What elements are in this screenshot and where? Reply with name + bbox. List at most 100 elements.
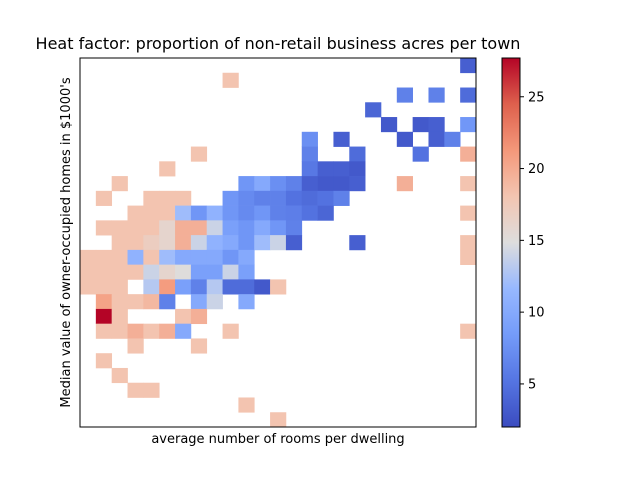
heatmap-cell xyxy=(190,308,208,325)
heatmap-cell xyxy=(428,117,445,133)
heatmap-cell xyxy=(95,220,113,236)
heatmap-cell xyxy=(127,220,144,236)
heatmap-cell xyxy=(159,190,176,206)
heatmap-cell xyxy=(111,294,128,310)
heatmap-cell xyxy=(80,279,97,295)
heatmap-cell xyxy=(238,264,255,280)
heatmap-cell xyxy=(285,205,303,221)
heatmap-cell xyxy=(111,176,128,192)
heatmap-cell xyxy=(460,58,477,74)
heatmap-cell xyxy=(238,397,255,413)
heatmap-cell xyxy=(238,190,255,206)
heatmap-cell xyxy=(349,235,366,251)
heatmap-cell xyxy=(270,176,287,192)
colorbar-tick-label: 5 xyxy=(528,377,536,392)
heatmap-cell xyxy=(143,264,160,280)
heatmap-cell xyxy=(254,279,271,295)
heatmap-cell xyxy=(143,235,160,251)
heatmap-cell xyxy=(159,235,176,251)
heatmap-cell xyxy=(175,323,192,339)
heatmap-cell xyxy=(175,308,192,325)
heatmap-cell xyxy=(95,353,113,369)
plot-frame xyxy=(79,57,477,428)
heatmap-cell xyxy=(380,117,398,133)
heatmap-cell xyxy=(159,249,176,265)
heatmap-cell xyxy=(159,220,176,236)
heatmap-cell xyxy=(111,264,128,280)
heatmap-cell xyxy=(254,220,271,236)
heatmap-cell xyxy=(238,249,255,265)
colorbar-tick-label: 10 xyxy=(528,306,545,321)
heatmap-cell xyxy=(127,294,144,310)
heatmap-cell xyxy=(301,131,318,147)
heatmap-cell xyxy=(301,190,318,206)
heatmap-cell xyxy=(349,161,366,177)
heatmap-cell xyxy=(222,220,239,236)
heatmap-cell xyxy=(206,220,223,236)
heatmap-cell xyxy=(175,249,192,265)
heatmap-cell xyxy=(238,279,255,295)
heatmap-cell xyxy=(190,235,208,251)
x-axis-label: average number of rooms per dwelling xyxy=(151,432,404,447)
heatmap-cell xyxy=(143,382,160,398)
heatmap-cell xyxy=(285,235,303,251)
heatmap-cell xyxy=(127,235,144,251)
heatmap-cell xyxy=(159,161,176,177)
heatmap-cell xyxy=(349,176,366,192)
heatmap-cell xyxy=(80,249,97,265)
heatmap-cell xyxy=(127,205,144,221)
heatmap-cell xyxy=(175,235,192,251)
heatmap-cell xyxy=(127,249,144,265)
heatmap-cell xyxy=(222,72,239,88)
heatmap-cell xyxy=(190,279,208,295)
heatmap-cell xyxy=(175,279,192,295)
heatmap-cell xyxy=(190,220,208,236)
heatmap-cell xyxy=(80,264,97,280)
heatmap-cell xyxy=(159,279,176,295)
heatmap-cell xyxy=(206,249,223,265)
heatmap-cell xyxy=(238,235,255,251)
heatmap-cell xyxy=(333,190,350,206)
heatmap-cell xyxy=(270,412,287,428)
heatmap-cell xyxy=(127,338,144,354)
heatmap-cell xyxy=(222,190,239,206)
heatmap-cell xyxy=(206,205,223,221)
heatmap-cell xyxy=(95,323,113,339)
heatmap-cell xyxy=(206,294,223,310)
heatmap-cell xyxy=(270,235,287,251)
heatmap-cell xyxy=(95,294,113,310)
heatmap-cell xyxy=(95,190,113,206)
heatmap-cell xyxy=(111,367,128,384)
heatmap-cell xyxy=(460,323,477,339)
heatmap-cell xyxy=(111,220,128,236)
heatmap-cell xyxy=(460,249,477,265)
chart-title: Heat factor: proportion of non-retail bu… xyxy=(36,34,521,53)
heatmap-cell xyxy=(111,323,128,339)
heatmap-cell xyxy=(143,279,160,295)
heatmap-cell xyxy=(270,205,287,221)
heatmap-cell xyxy=(254,235,271,251)
heatmap-cell xyxy=(127,382,144,398)
colorbar-tick-label: 15 xyxy=(528,234,545,249)
heatmap-cell xyxy=(222,279,239,295)
heatmap-cells xyxy=(80,58,477,428)
heatmap-cell xyxy=(111,249,128,265)
heatmap-cell xyxy=(143,220,160,236)
heatmap-cell xyxy=(238,205,255,221)
heatmap-cell xyxy=(460,176,477,192)
heatmap-cell xyxy=(222,235,239,251)
heatmap-cell xyxy=(175,264,192,280)
heatmap-cell xyxy=(285,190,303,206)
heatmap-cell xyxy=(238,220,255,236)
heatmap-cell xyxy=(460,235,477,251)
heatmap-cell xyxy=(460,117,477,133)
heatmap-cell xyxy=(127,323,144,339)
heatmap-cell xyxy=(254,205,271,221)
heatmap-cell xyxy=(254,176,271,192)
heatmap-cell xyxy=(412,146,429,162)
heatmap-cell xyxy=(333,176,350,192)
heatmap-cell xyxy=(444,131,461,147)
heatmap-cell xyxy=(222,205,239,221)
heatmap-cell xyxy=(206,279,223,295)
